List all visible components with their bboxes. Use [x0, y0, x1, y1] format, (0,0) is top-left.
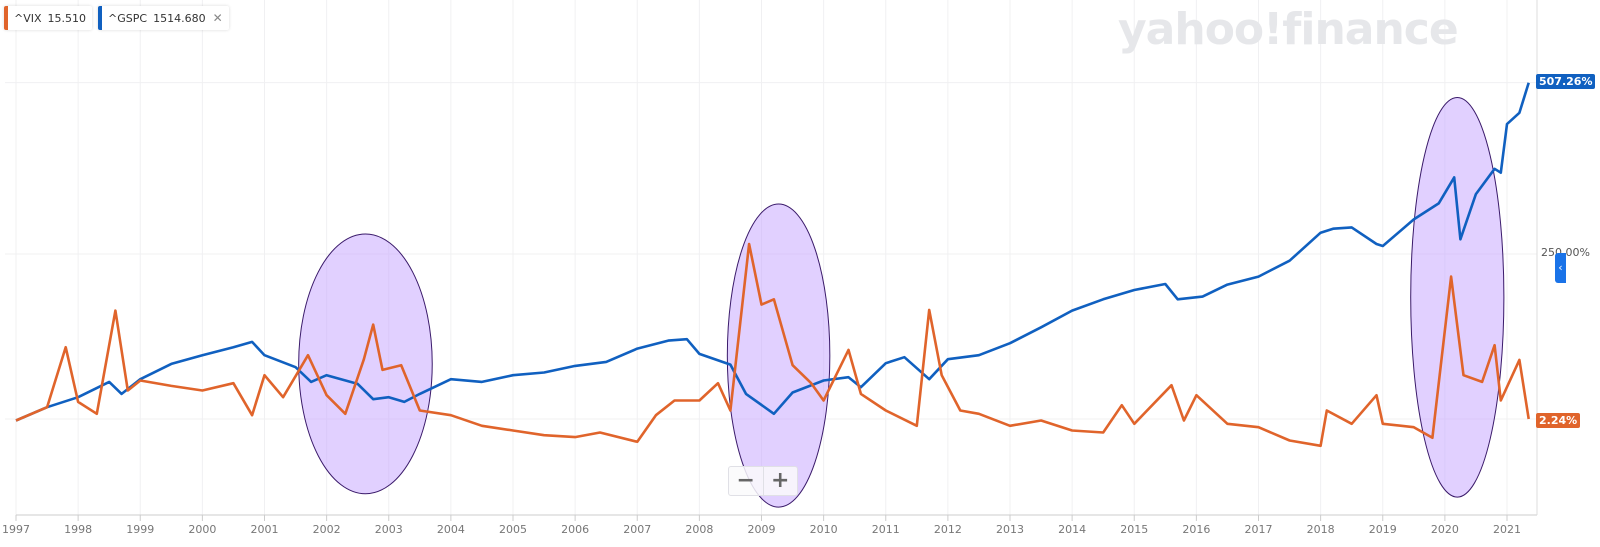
- x-tick-label: 2002: [313, 523, 341, 536]
- vix-end-label: 2.24%: [1536, 413, 1581, 428]
- x-tick-label: 2017: [1245, 523, 1273, 536]
- series-line-gspc: [15, 82, 1530, 422]
- x-tick-label: 1997: [2, 523, 30, 536]
- x-tick-label: 2011: [872, 523, 900, 536]
- yahoo-finance-logo: yahoo!finance: [1118, 4, 1459, 55]
- vix-color-swatch: [4, 6, 8, 30]
- legend: ^VIX 15.510 ^GSPC 1514.680 ✕: [4, 6, 229, 30]
- legend-value: 15.510: [47, 11, 87, 25]
- x-tick-label: 2019: [1369, 523, 1397, 536]
- x-tick-label: 2013: [996, 523, 1024, 536]
- zoom-out-button[interactable]: −: [736, 468, 755, 493]
- side-panel-toggle[interactable]: ‹: [1555, 253, 1566, 283]
- annotations: [298, 96, 1505, 508]
- y-tick-label: 250.00%: [1541, 246, 1590, 259]
- gspc-color-swatch: [98, 6, 103, 30]
- x-tick-label: 2012: [934, 523, 962, 536]
- x-tick-label: 2004: [437, 523, 465, 536]
- legend-item-vix[interactable]: ^VIX 15.510: [4, 6, 93, 30]
- x-tick-label: 1998: [64, 523, 92, 536]
- x-tick-label: 2000: [188, 523, 216, 536]
- x-ticks: 1997 1998 1999 2000 2001 2002 2003 2004 2005 2006…: [2, 515, 1521, 536]
- x-tick-label: 2020: [1431, 523, 1459, 536]
- x-tick-label: 2005: [499, 523, 527, 536]
- x-tick-label: 2016: [1182, 523, 1210, 536]
- legend-value: 1514.680: [153, 11, 206, 25]
- x-tick-label: 2018: [1307, 523, 1335, 536]
- x-tick-label: 2003: [375, 523, 403, 536]
- close-icon[interactable]: ✕: [212, 11, 223, 25]
- grid: [5, 0, 1537, 515]
- legend-item-gspc[interactable]: ^GSPC 1514.680 ✕: [98, 6, 229, 30]
- legend-symbol: ^VIX: [14, 11, 42, 25]
- x-tick-label: 2006: [561, 523, 589, 536]
- zoom-in-button[interactable]: +: [762, 467, 798, 495]
- legend-symbol: ^GSPC: [108, 11, 148, 25]
- x-tick-label: 2015: [1120, 523, 1148, 536]
- x-tick-label: 2007: [623, 523, 651, 536]
- x-tick-label: 2021: [1493, 523, 1521, 536]
- x-tick-label: 2014: [1058, 523, 1086, 536]
- gspc-end-label: 507.26%: [1536, 74, 1596, 89]
- highlight-ellipse: [726, 203, 831, 508]
- x-tick-label: 1999: [126, 523, 154, 536]
- x-tick-label: 2010: [810, 523, 838, 536]
- series-lines: [15, 82, 1530, 448]
- x-tick-label: 2009: [748, 523, 776, 536]
- zoom-controls: − +: [728, 466, 798, 496]
- series-line-vix: [15, 242, 1530, 448]
- highlight-ellipse: [298, 233, 433, 495]
- highlight-ellipse: [1410, 96, 1505, 498]
- x-tick-label: 2001: [251, 523, 279, 536]
- x-tick-label: 2008: [685, 523, 713, 536]
